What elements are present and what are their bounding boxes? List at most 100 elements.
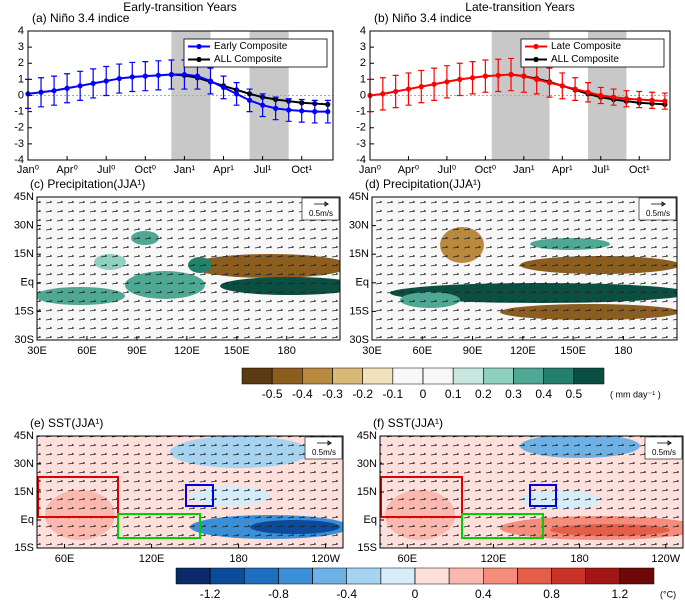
colorbar-tick-label: -0.3	[322, 387, 343, 401]
legend-marker	[533, 56, 539, 63]
marker	[299, 108, 305, 114]
plot-frame	[27, 30, 334, 161]
colorbar-tick-label: 1.2	[612, 587, 629, 601]
y-tick-label: -4	[14, 154, 24, 166]
panel-label: (c) Precipitation(JJA¹)	[30, 177, 145, 191]
colorbar-tick-label: 0.2	[475, 387, 492, 401]
x-tick-label: 180	[229, 553, 247, 565]
colorbar-cell	[346, 567, 382, 585]
y-tick-label: 3	[18, 41, 24, 53]
marker	[623, 96, 630, 102]
colorbar-tick-label: -0.8	[268, 587, 289, 601]
y-tick-label: 0	[360, 89, 366, 101]
y-tick-label: Eq	[21, 514, 34, 526]
x-tick-label: Jul¹	[254, 164, 272, 176]
y-tick-label: 15S	[14, 542, 34, 554]
x-tick-label: Jul⁰	[438, 164, 457, 176]
y-tick-label: -2	[14, 122, 24, 134]
colorbar-cell	[422, 367, 454, 385]
colorbar-tick-label: 0.4	[475, 587, 492, 601]
marker	[662, 98, 668, 104]
y-tick-label: -4	[356, 154, 366, 166]
y-tick-label: 30N	[357, 458, 377, 470]
x-tick-label: Jul⁰	[97, 164, 116, 176]
colorbar-cell	[452, 367, 484, 385]
colorbar-tick-label: -0.4	[292, 387, 313, 401]
marker	[457, 76, 463, 82]
marker	[64, 85, 70, 91]
legend-marker	[196, 43, 202, 50]
marker	[444, 79, 450, 85]
legend-marker	[196, 56, 202, 63]
vector-ref-arrow	[657, 440, 673, 446]
marker	[521, 73, 527, 79]
x-tick-label: Apr⁰	[56, 164, 78, 176]
x-tick-label: Jul¹	[592, 164, 610, 176]
map-frame	[371, 196, 678, 341]
vector-ref-arrow	[314, 201, 330, 207]
marker	[220, 84, 227, 91]
colorbar-cell	[517, 567, 552, 585]
vector-ref-label: 0.5m/s	[312, 448, 336, 457]
colorbar-cell	[573, 367, 605, 385]
x-tick-label: Apr¹	[213, 164, 234, 176]
x-tick-label: 120E	[481, 553, 507, 565]
x-tick-label: Jan⁰	[359, 164, 382, 176]
colorbar-tick-label: -0.4	[336, 587, 357, 601]
colorbar-tick-label: 0	[420, 387, 427, 401]
colorbar-cell	[543, 367, 575, 385]
x-tick-label: 180	[278, 345, 296, 357]
marker	[168, 71, 174, 78]
marker	[469, 75, 476, 81]
y-tick-label: -3	[356, 138, 366, 150]
y-tick-label: Eq	[21, 277, 34, 289]
y-tick-label: 45N	[349, 191, 369, 203]
x-tick-label: Jan⁰	[17, 164, 40, 176]
colorbar-cell	[414, 567, 450, 585]
x-tick-label: 90E	[127, 345, 147, 357]
marker	[142, 73, 148, 79]
legend-box	[520, 38, 665, 68]
vector-ref-arrow	[317, 440, 333, 446]
map-shading	[380, 436, 683, 548]
colorbar-cell	[448, 567, 484, 585]
x-tick-label: Apr¹	[552, 164, 573, 176]
colorbar-tick-label: 0.1	[445, 387, 462, 401]
vector-ref-box	[301, 197, 340, 221]
colorbar-cell	[332, 367, 363, 385]
marker	[194, 73, 201, 79]
colorbar-cell	[175, 567, 211, 585]
x-tick-label: Oct¹	[291, 164, 312, 176]
colorbar-cell	[362, 367, 394, 385]
colorbar-cell	[302, 367, 333, 385]
marker	[418, 84, 424, 90]
region-boxes	[37, 476, 557, 539]
x-tick-label: 180	[570, 553, 588, 565]
marker	[495, 72, 501, 78]
colorbar-cell	[483, 567, 518, 585]
x-tick-label: Oct¹	[629, 164, 650, 176]
colorbar-cell	[244, 567, 279, 585]
marker	[508, 71, 514, 78]
colorbar-tick-label: 0	[412, 587, 419, 601]
x-tick-label: 150E	[224, 345, 250, 357]
y-tick-label: 45N	[357, 430, 377, 442]
marker	[585, 89, 591, 95]
legend-marker	[533, 43, 539, 50]
colorbar-cell	[312, 567, 347, 585]
colorbar-tick-label: -0.2	[352, 387, 373, 401]
colorbar-cell	[483, 367, 514, 385]
map-shading	[37, 436, 343, 548]
x-tick-label: 60E	[77, 345, 97, 357]
y-tick-label: 15N	[14, 486, 34, 498]
colorbar-cell	[209, 567, 245, 585]
x-tick-label: Oct⁰	[475, 164, 497, 176]
y-tick-label: 3	[360, 41, 366, 53]
legend-label: ALL Composite	[214, 54, 282, 65]
colorbar-unit: ( mm day⁻¹ )	[610, 389, 661, 399]
x-tick-label: 120E	[174, 345, 200, 357]
y-tick-label: 30N	[14, 458, 34, 470]
y-tick-label: 45N	[14, 430, 34, 442]
marker	[129, 74, 135, 80]
colorbar-cell	[513, 367, 544, 385]
